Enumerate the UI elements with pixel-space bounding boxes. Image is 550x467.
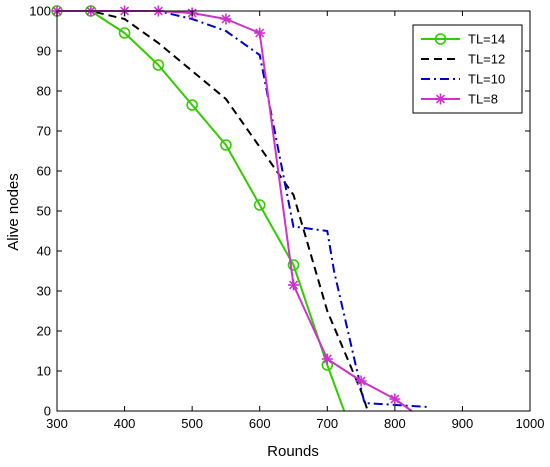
legend-item-tl-12: TL=12 bbox=[421, 52, 505, 67]
asterisk-stroke bbox=[255, 28, 265, 38]
asterisk-stroke bbox=[288, 280, 299, 290]
x-tick-label: 700 bbox=[316, 416, 338, 431]
x-tick-label: 800 bbox=[384, 416, 406, 431]
series-tl-12 bbox=[57, 10, 369, 412]
y-tick-label: 50 bbox=[37, 204, 51, 219]
y-tick-label: 0 bbox=[44, 404, 51, 419]
series-line-tl-10 bbox=[57, 10, 429, 408]
circle-marker bbox=[186, 99, 198, 111]
legend-label: TL=12 bbox=[468, 52, 505, 67]
legend-label: TL=8 bbox=[468, 92, 498, 107]
y-tick-label: 90 bbox=[37, 44, 51, 59]
x-tick-label: 300 bbox=[46, 416, 68, 431]
circle-marker bbox=[118, 27, 131, 39]
circle-marker bbox=[220, 139, 232, 151]
x-axis-label: Rounds bbox=[267, 443, 319, 460]
x-tick-label: 500 bbox=[181, 416, 203, 431]
y-tick-label: 70 bbox=[37, 124, 51, 139]
legend-item-tl-10: TL=10 bbox=[421, 72, 505, 87]
asterisk-stroke bbox=[322, 354, 332, 364]
series-tl-10 bbox=[57, 10, 429, 408]
x-tick-label: 1000 bbox=[516, 416, 545, 431]
circle-marker bbox=[287, 259, 300, 271]
legend-item-tl-8: TL=8 bbox=[421, 92, 498, 107]
y-tick-label: 20 bbox=[37, 324, 51, 339]
asterisk-marker bbox=[389, 393, 401, 405]
series-line-tl-14 bbox=[57, 10, 346, 412]
asterisk-stroke bbox=[435, 94, 446, 104]
y-tick-label: 30 bbox=[37, 284, 51, 299]
legend-label: TL=14 bbox=[468, 32, 505, 47]
y-tick-label: 40 bbox=[37, 244, 51, 259]
y-tick-label: 80 bbox=[37, 84, 51, 99]
chart-legend: TL=14 TL=12 TL=10 TL=8 bbox=[412, 24, 523, 114]
y-axis-label: Alive nodes bbox=[5, 173, 22, 251]
legend-label: TL=10 bbox=[468, 72, 505, 87]
asterisk-marker bbox=[435, 93, 446, 105]
series-line-tl-12 bbox=[57, 10, 369, 412]
asterisk-marker bbox=[254, 27, 266, 39]
axis-layer: 300 400 500 600 700 800 900 1000 0 10 20 30 40 50 60 70… bbox=[29, 4, 544, 432]
asterisk-marker bbox=[355, 375, 367, 387]
y-tick-label: 100 bbox=[29, 4, 51, 19]
circle-marker bbox=[253, 199, 266, 211]
x-tick-label: 900 bbox=[452, 416, 474, 431]
series-tl-14 bbox=[51, 5, 346, 412]
asterisk-stroke bbox=[390, 394, 400, 404]
y-tick-label: 10 bbox=[37, 364, 51, 379]
asterisk-stroke bbox=[221, 14, 231, 24]
circle-marker bbox=[152, 59, 165, 71]
circle-marker bbox=[434, 33, 447, 45]
asterisk-marker bbox=[288, 279, 299, 291]
x-tick-label: 400 bbox=[114, 416, 136, 431]
asterisk-marker bbox=[220, 13, 232, 25]
legend-item-tl-14: TL=14 bbox=[421, 32, 505, 47]
asterisk-stroke bbox=[356, 376, 366, 386]
y-tick-label: 60 bbox=[37, 164, 51, 179]
x-tick-label: 600 bbox=[249, 416, 271, 431]
asterisk-marker bbox=[321, 353, 333, 365]
